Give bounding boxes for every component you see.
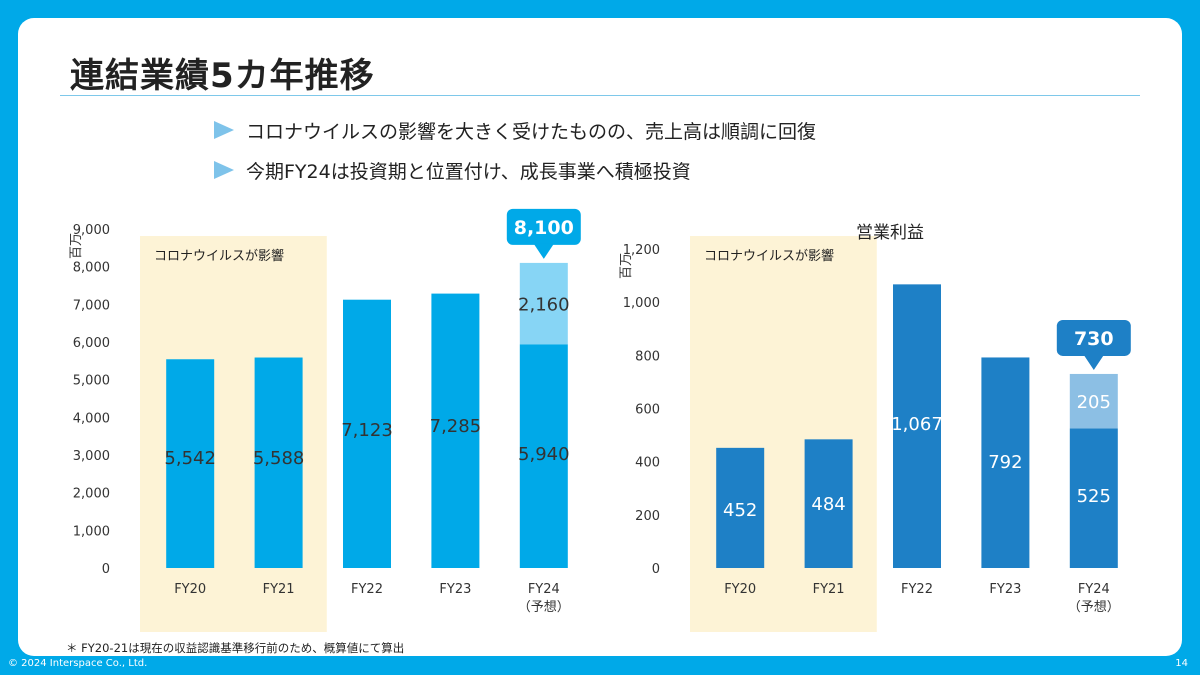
footnote: ＊ FY20-21は現在の収益認識基準移行前のため、概算値にて算出 [66,641,405,655]
y-tick-label: 9,000 [73,223,110,238]
y-tick-label: 1,000 [73,524,110,539]
covid-shaded-region [690,236,877,632]
page-title: 連結業績5カ年推移 [70,56,375,96]
bar-increment-fy24 [519,262,568,345]
page-number: 14 [1175,658,1188,669]
bullet-item: コロナウイルスの影響を大きく受けたものの、売上高は順調に回復 [214,114,816,146]
x-category-sublabel: （予想） [1068,599,1120,615]
x-category-label: FY23 [989,582,1021,597]
y-tick-label: 400 [635,456,660,471]
bar-fy21 [804,439,853,568]
bar-fy23 [431,293,480,568]
bar-data-label: 7,285 [430,416,482,437]
y-tick-label: 7,000 [73,298,110,313]
y-tick-label: 0 [102,562,110,577]
triangle-bullet-icon [214,121,234,139]
covid-region-label: コロナウイルスが影響 [154,248,284,264]
bar-fy22 [893,284,941,568]
x-category-label: FY21 [263,582,295,597]
bar-increment-fy24 [1069,373,1118,429]
y-tick-label: 600 [635,403,660,418]
y-axis-unit-label: 百万 [69,233,84,259]
callout-pointer [533,243,554,259]
sales-chart: コロナウイルスが影響 0 1,000 2,000 3,000 4,000 5,000 6,00… [58,206,598,638]
sales-chart-svg: コロナウイルスが影響 0 1,000 2,000 3,000 4,000 5,000 6,00… [69,208,581,632]
bar-data-label: 792 [988,452,1022,473]
y-tick-label: 800 [635,349,660,364]
y-tick-label: 2,000 [73,487,110,502]
y-tick-label: 3,000 [73,449,110,464]
y-tick-label: 1,000 [623,296,660,311]
bar-fy24 [1069,428,1118,568]
bar-data-label: 525 [1077,486,1111,507]
x-category-label: FY24 [528,582,560,597]
total-callout-bubble [1056,319,1131,356]
bar-data-label: 1,067 [891,414,943,435]
bar-data-label: 5,588 [253,448,305,469]
x-category-label: FY24 [1078,582,1110,597]
bullet-list: コロナウイルスの影響を大きく受けたものの、売上高は順調に回復 今期FY24は投資… [214,114,816,194]
triangle-bullet-icon [214,161,234,179]
increment-data-label: 205 [1077,392,1111,413]
bar-data-label: 5,940 [518,444,570,465]
bar-fy24 [519,344,568,568]
bar-data-label: 484 [811,494,845,515]
y-tick-label: 5,000 [73,374,110,389]
title-divider [60,95,1140,96]
bar-fy23 [981,357,1030,568]
y-tick-label: 8,000 [73,261,110,276]
y-tick-label: 4,000 [73,411,110,426]
x-category-label: FY20 [174,582,206,597]
x-category-sublabel: （予想） [518,599,570,615]
x-category-label: FY20 [724,582,756,597]
x-category-label: FY22 [351,582,383,597]
bar-data-label: 5,542 [164,448,216,469]
callout-pointer [1083,354,1104,370]
bar-data-label: 452 [723,500,757,521]
y-axis-unit-label: 百万 [619,253,634,279]
bar-data-label: 7,123 [341,420,393,441]
bar-fy20 [716,447,765,568]
chart-title: 営業利益 [856,223,924,243]
y-tick-label: 6,000 [73,336,110,351]
x-category-label: FY23 [439,582,471,597]
bar-fy20 [166,359,215,568]
slide: 連結業績5カ年推移 コロナウイルスの影響を大きく受けたものの、売上高は順調に回復… [18,18,1182,656]
bullet-text: コロナウイルスの影響を大きく受けたものの、売上高は順調に回復 [246,120,817,143]
total-callout-bubble [506,208,581,245]
x-category-label: FY21 [813,582,845,597]
bar-fy21 [254,357,303,568]
increment-data-label: 2,160 [518,295,570,316]
covid-region-label: コロナウイルスが影響 [704,248,834,264]
bar-fy22 [343,299,391,568]
bullet-item: 今期FY24は投資期と位置付け、成長事業へ積極投資 [214,154,816,186]
operating-profit-chart: コロナウイルスが影響 0 200 400 600 800 1,000 1,200 百万 営業利益 4… [608,206,1158,638]
x-category-label: FY22 [901,582,933,597]
y-tick-label: 1,200 [623,243,660,258]
total-callout-label: 8,100 [514,217,574,239]
y-tick-label: 0 [652,562,660,577]
bullet-text: 今期FY24は投資期と位置付け、成長事業へ積極投資 [246,160,691,183]
total-callout-label: 730 [1074,328,1114,350]
copyright: © 2024 Interspace Co., Ltd. [8,658,148,669]
y-tick-label: 200 [635,509,660,524]
